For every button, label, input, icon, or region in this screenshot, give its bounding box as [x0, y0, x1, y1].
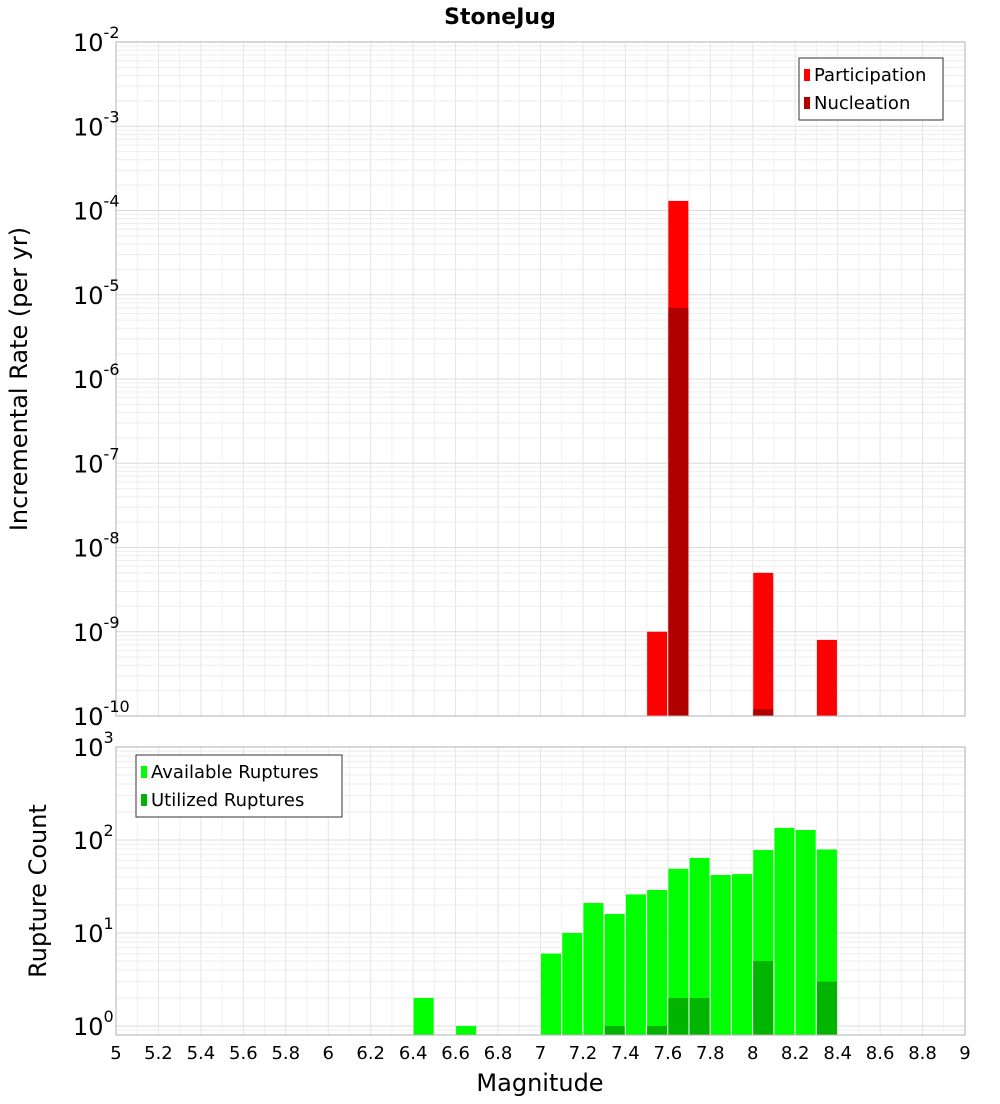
top-y-tick-label: 10-8 — [73, 529, 120, 563]
bottom-bar-available-ruptures — [710, 875, 731, 1035]
x-tick-label: 9 — [959, 1043, 970, 1064]
bottom-y-tick-label: 101 — [73, 914, 114, 948]
bottom-bar-available-ruptures — [562, 932, 583, 1035]
top-y-tick-label: 10-9 — [73, 613, 120, 647]
top-y-tick-label: 10-2 — [73, 23, 120, 57]
x-tick-label: 5.8 — [271, 1043, 300, 1064]
x-tick-label: 5.6 — [229, 1043, 258, 1064]
bottom-bar-available-ruptures — [732, 874, 753, 1035]
chart-title: StoneJug — [444, 5, 556, 30]
top-bar-participation — [753, 572, 774, 716]
bottom-legend-label: Utilized Ruptures — [151, 790, 304, 811]
bottom-bar-available-ruptures — [604, 914, 625, 1035]
top-y-tick-label: 10-6 — [73, 360, 120, 394]
x-tick-label: 6.4 — [399, 1043, 428, 1064]
bottom-legend-box — [135, 754, 343, 818]
top-y-tick-label: 10-3 — [73, 107, 120, 141]
bottom-bar-utilized-ruptures — [604, 1025, 625, 1035]
bottom-y-tick-label: 103 — [73, 728, 114, 762]
top-y-tick-label: 10-10 — [73, 697, 130, 731]
x-tick-label: 8.2 — [781, 1043, 810, 1064]
bottom-bar-available-ruptures — [689, 858, 710, 1035]
bottom-bar-available-ruptures — [456, 1025, 477, 1035]
top-legend-swatch — [804, 97, 810, 109]
bottom-y-tick-label: 102 — [73, 821, 114, 855]
top-bar-participation — [647, 631, 668, 716]
bottom-bar-available-ruptures — [774, 827, 795, 1035]
top-y-tick-label: 10-7 — [73, 444, 120, 478]
bottom-bar-available-ruptures — [625, 894, 646, 1035]
bottom-legend-swatch — [141, 766, 147, 778]
x-tick-label: 7.8 — [696, 1043, 725, 1064]
x-tick-label: 6 — [323, 1043, 334, 1064]
top-legend-label: Nucleation — [814, 93, 910, 114]
x-axis-label: Magnitude — [476, 1069, 603, 1097]
bottom-y-axis-label: Rupture Count — [24, 804, 52, 978]
top-legend-label: Participation — [814, 65, 926, 86]
x-tick-label: 6.6 — [441, 1043, 470, 1064]
top-grid — [115, 41, 966, 717]
top-y-axis-label: Incremental Rate (per yr) — [5, 227, 33, 531]
bottom-bar-available-ruptures — [413, 997, 434, 1035]
top-bar-nucleation — [753, 709, 774, 716]
x-tick-label: 8.4 — [823, 1043, 852, 1064]
top-bar-nucleation — [668, 307, 689, 716]
x-tick-label: 5 — [110, 1043, 121, 1064]
bottom-y-tick-label: 100 — [73, 1007, 114, 1041]
top-legend: Participation Nucleation — [798, 57, 944, 121]
x-tick-label: 7.6 — [654, 1043, 683, 1064]
x-tick-label: 8.8 — [908, 1043, 937, 1064]
bottom-bar-utilized-ruptures — [668, 997, 689, 1035]
bottom-legend-label: Available Ruptures — [151, 762, 319, 783]
top-plot-frame — [115, 41, 966, 717]
x-tick-label: 8.6 — [866, 1043, 895, 1064]
top-legend-box — [798, 57, 944, 121]
bottom-legend-swatch — [141, 794, 147, 806]
top-legend-swatch — [804, 69, 810, 81]
x-tick-label: 7.4 — [611, 1043, 640, 1064]
x-tick-label: 6.2 — [356, 1043, 385, 1064]
top-bar-participation — [816, 639, 837, 716]
bottom-bar-utilized-ruptures — [816, 981, 837, 1035]
bottom-bar-utilized-ruptures — [647, 1025, 668, 1035]
bottom-bar-available-ruptures — [541, 953, 561, 1035]
bottom-bar-available-ruptures — [795, 830, 816, 1035]
bottom-bar-utilized-ruptures — [689, 997, 710, 1035]
x-tick-label: 7 — [535, 1043, 546, 1064]
top-y-tick-label: 10-5 — [73, 276, 120, 310]
x-tick-label: 5.2 — [144, 1043, 173, 1064]
bottom-legend: Available Ruptures Utilized Ruptures — [135, 754, 343, 818]
bottom-bar-available-ruptures — [668, 868, 689, 1035]
top-y-tick-label: 10-4 — [73, 192, 120, 226]
x-tick-label: 6.8 — [484, 1043, 513, 1064]
x-tick-label: 7.2 — [569, 1043, 598, 1064]
x-tick-label: 8 — [747, 1043, 758, 1064]
bottom-plot-frame — [115, 746, 966, 1036]
bottom-bar-available-ruptures — [583, 903, 604, 1035]
bottom-bar-utilized-ruptures — [753, 960, 774, 1035]
x-tick-label: 5.4 — [187, 1043, 216, 1064]
bottom-bar-available-ruptures — [647, 889, 668, 1035]
